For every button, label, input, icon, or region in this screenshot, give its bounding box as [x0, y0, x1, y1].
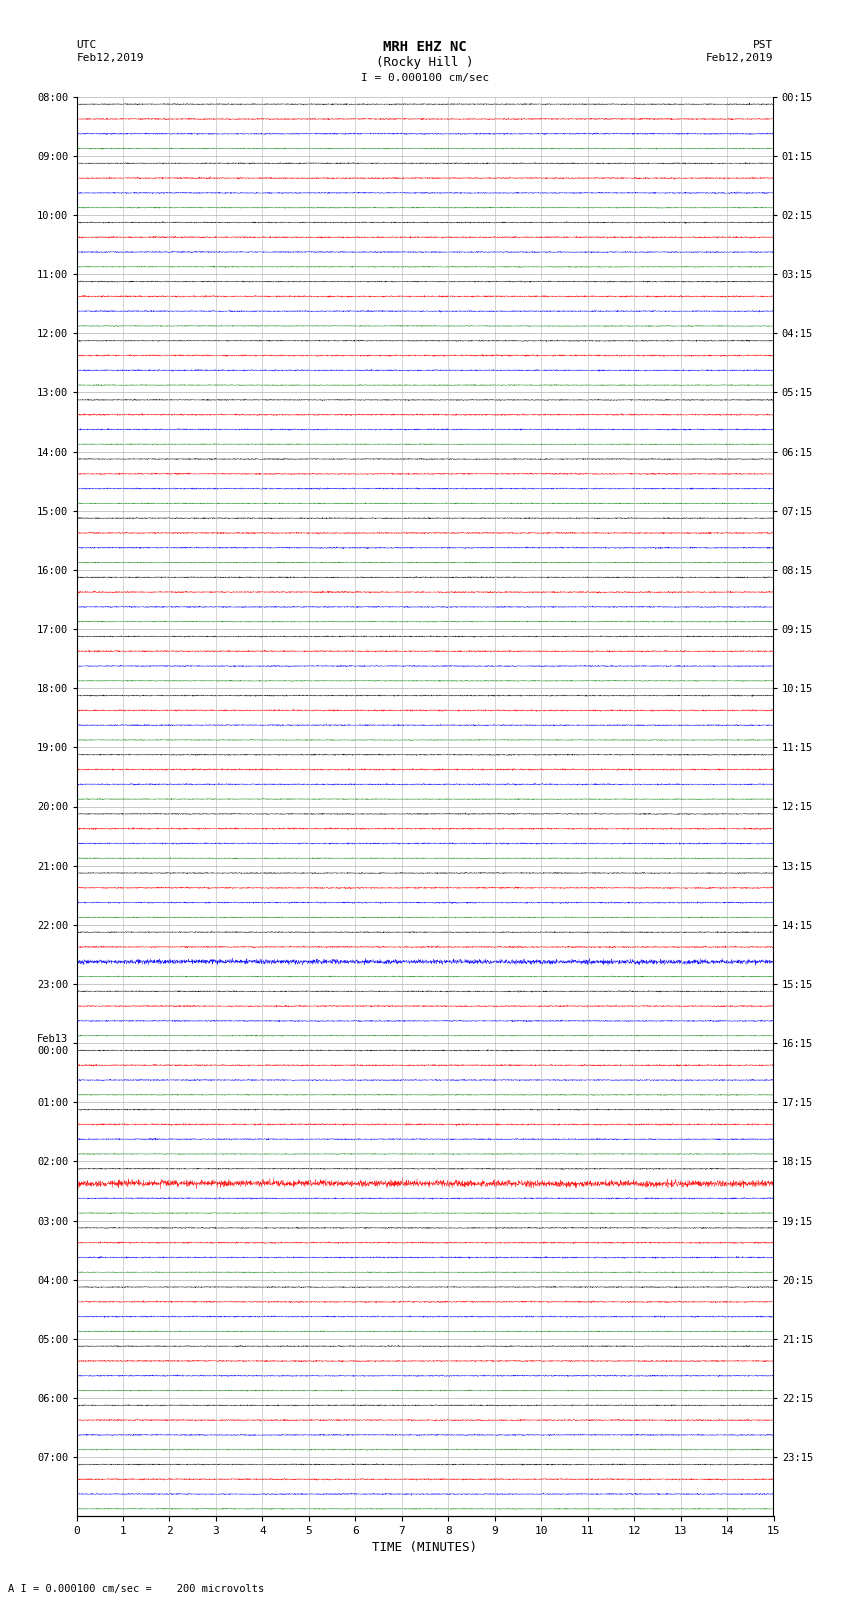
Text: MRH EHZ NC: MRH EHZ NC [383, 40, 467, 55]
Text: Feb12,2019: Feb12,2019 [706, 53, 774, 63]
Text: PST: PST [753, 40, 774, 50]
X-axis label: TIME (MINUTES): TIME (MINUTES) [372, 1542, 478, 1555]
Text: (Rocky Hill ): (Rocky Hill ) [377, 56, 473, 69]
Text: Feb12,2019: Feb12,2019 [76, 53, 144, 63]
Text: I = 0.000100 cm/sec: I = 0.000100 cm/sec [361, 73, 489, 82]
Text: A I = 0.000100 cm/sec =    200 microvolts: A I = 0.000100 cm/sec = 200 microvolts [8, 1584, 264, 1594]
Text: UTC: UTC [76, 40, 97, 50]
